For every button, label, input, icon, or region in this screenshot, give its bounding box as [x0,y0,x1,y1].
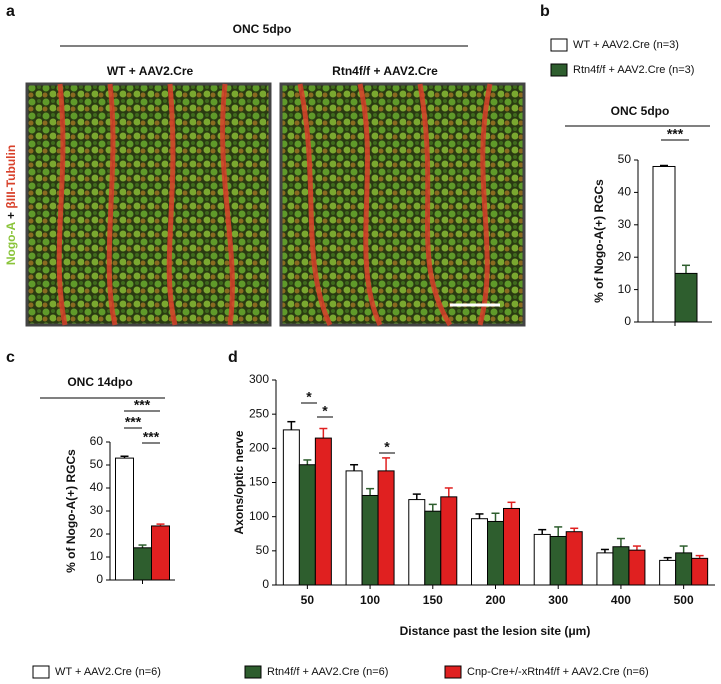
bar [674,272,698,323]
y-tick-label: 60 [90,434,104,448]
x-tick-label: 50 [301,593,315,607]
chart-title: ONC 14dpo [67,375,132,389]
panel-letter: a [6,3,15,20]
bar [659,559,677,586]
bar [487,520,504,586]
y-tick-label: 0 [96,572,103,586]
x-tick-label: 300 [548,593,568,607]
y-label: % of Nogo-A(+) RGCs [592,179,606,303]
legend-swatch [244,665,262,679]
y-tick-label: 50 [90,457,104,471]
label-part: + [4,212,18,219]
bar [612,546,630,586]
bar [471,518,488,586]
y-tick-label: 30 [618,217,632,231]
y-tick-label: 50 [618,152,632,166]
legend-label: Rtn4f/f + AAV2.Cre (n=3) [573,64,694,76]
bar [151,525,170,581]
legend-swatch [32,665,50,679]
bar [549,535,567,586]
bar [565,531,583,586]
y-tick-label: 10 [618,282,632,296]
bar [361,494,379,586]
panel-letter: b [540,3,550,20]
bar [675,552,693,586]
y-tick-label: 40 [90,480,104,494]
bar [408,499,426,586]
bar [298,464,316,586]
label-part: βIII-Tubulin [4,145,18,209]
significance-label: * [322,403,328,419]
y-label: Axons/optic nerve [232,430,246,534]
label-part: Nogo-A [4,222,18,266]
significance-label: *** [125,414,142,430]
x-label: Distance past the lesion site (μm) [400,624,591,638]
column-label: Rtn4f/f + AAV2.Cre [332,64,438,78]
x-tick-label: 200 [485,593,505,607]
significance-label: *** [143,429,160,445]
y-tick-label: 20 [90,526,104,540]
significance-label: * [384,439,390,455]
chart-title: ONC 5dpo [611,104,670,118]
x-tick-label: 500 [674,593,694,607]
significance-label: *** [667,126,684,142]
bar [440,496,458,586]
y-tick-label: 0 [262,577,269,591]
bar [282,429,300,586]
significance-label: *** [134,397,151,413]
y-tick-label: 50 [256,543,270,557]
legend-label: Cnp-Cre+/-xRtn4f/f + AAV2.Cre (n=6) [467,666,649,678]
bar [424,510,442,586]
bar [652,165,676,323]
legend-label: WT + AAV2.Cre (n=3) [573,39,679,51]
legend-swatch [444,665,462,679]
x-tick-label: 100 [360,593,380,607]
bar [533,533,551,586]
significance-label: * [306,389,312,405]
micrograph-left [25,82,272,327]
y-label: % of Nogo-A(+) RGCs [64,449,78,573]
legend-label: Rtn4f/f + AAV2.Cre (n=6) [267,666,388,678]
legend-swatch [550,63,568,77]
x-tick-label: 150 [423,593,443,607]
bar [115,457,134,581]
bar [377,470,395,586]
bar [345,470,363,586]
y-tick-label: 20 [618,249,632,263]
y-tick-label: 150 [249,475,269,489]
panel-letter: d [228,349,238,366]
legend-label: WT + AAV2.Cre (n=6) [55,666,161,678]
bar [314,437,332,586]
y-tick-label: 200 [249,441,269,455]
y-tick-label: 10 [90,549,104,563]
y-tick-label: 300 [249,372,269,386]
panel-letter: c [6,349,15,366]
column-label: WT + AAV2.Cre [107,64,194,78]
bar [628,549,646,586]
bar [133,547,152,581]
y-tick-label: 40 [618,185,632,199]
legend-swatch [550,38,568,52]
y-tick-label: 0 [624,314,631,328]
x-tick-label: 400 [611,593,631,607]
y-tick-label: 100 [249,509,269,523]
panel-title: ONC 5dpo [233,22,292,36]
bar [596,552,614,586]
y-tick-label: 250 [249,406,269,420]
bar [503,507,520,586]
y-label: Nogo-A + βIII-Tubulin [4,145,18,265]
bar [691,557,709,586]
y-tick-label: 30 [90,503,104,517]
micrograph-right [279,82,526,327]
